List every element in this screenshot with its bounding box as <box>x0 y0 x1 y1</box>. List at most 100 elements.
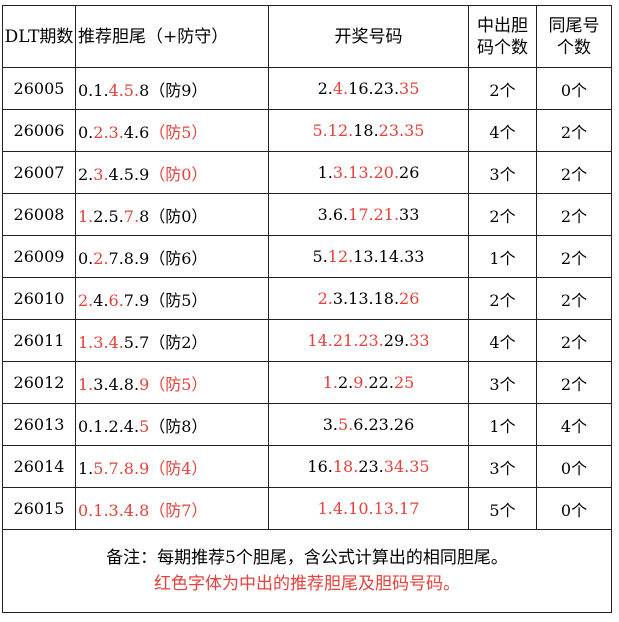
cell: 26008 <box>2 193 76 236</box>
cell: 26015 <box>2 487 76 530</box>
cell: 0.1.4.5.8（防9） <box>75 67 269 110</box>
cell: 1.4.10.13.17 <box>268 487 469 530</box>
text-segment: 0.1.2.4. <box>78 416 140 436</box>
cell: 26005 <box>2 67 76 110</box>
text-segment: 0. <box>78 248 94 268</box>
data-row: 26007 2.3.4.5.9（防0） 1.3.13.20.26 3个 2个 <box>2 151 612 194</box>
cell: 2个 <box>468 67 537 110</box>
text-segment: 5.7.8.9（防4） <box>93 458 208 478</box>
note-line: 红色字体为中出的推荐胆尾及胆码号码。 <box>154 574 460 594</box>
text-segment: 0. <box>78 122 94 142</box>
text-segment: 2. <box>337 373 354 392</box>
cell: 2个 <box>536 151 612 194</box>
cell: 3个 <box>468 151 537 194</box>
header-cell: 开奖号码 <box>268 5 469 68</box>
note-line: 备注：每期推荐5个胆尾，含公式计算出的相同胆尾。 <box>106 548 508 568</box>
cell: 1.2.5.7.8（防0） <box>75 193 269 236</box>
text-segment: 2. <box>317 79 333 98</box>
cell: 1个 <box>468 235 537 278</box>
text-segment: 4.5. <box>108 80 140 100</box>
text-segment: （防8） <box>149 416 208 436</box>
text-segment: 3. <box>93 164 109 184</box>
cell: 0个 <box>536 487 612 530</box>
text-segment: 2. <box>93 248 109 268</box>
cell: 5.12.18.23.35 <box>268 109 469 152</box>
text-segment: 0.1.3.4.8（防7） <box>78 500 208 520</box>
text-segment: 9. <box>353 373 369 392</box>
text-segment: 8（防0） <box>139 206 208 226</box>
cell: 1个 <box>468 403 537 446</box>
cell: 0.1.2.4.5（防8） <box>75 403 269 446</box>
cell: 0.2.7.8.9（防6） <box>75 235 269 278</box>
cell: 0个 <box>536 445 612 488</box>
cell: 26012 <box>2 361 76 404</box>
text-segment: 5. <box>337 415 354 434</box>
text-segment: 4. <box>93 290 109 310</box>
cell: 3.5.6.23.26 <box>268 403 469 446</box>
text-segment: 2. <box>78 164 94 184</box>
text-segment: 23. <box>358 457 384 476</box>
data-row: 26011 1.3.4.5.7（防2） 14.21.23.29.33 4个 2个 <box>2 319 612 362</box>
data-row: 26013 0.1.2.4.5（防8） 3.5.6.23.26 1个 4个 <box>2 403 612 446</box>
header-cell: 同尾号个数 <box>536 5 612 68</box>
cell: 14.21.23.29.33 <box>268 319 469 362</box>
cell: 3个 <box>468 445 537 488</box>
text-segment: 1. <box>78 458 94 478</box>
cell: 0个 <box>536 67 612 110</box>
text-segment: 17.21. <box>348 205 400 224</box>
text-segment: 18. <box>332 457 359 476</box>
cell: 3.6.17.21.33 <box>268 193 469 236</box>
cell: 1.5.7.8.9（防4） <box>75 445 269 488</box>
cell: 2个 <box>468 193 537 236</box>
cell: 0.2.3.4.6（防5） <box>75 109 269 152</box>
text-segment: 3.6. <box>317 205 349 224</box>
data-row: 26010 2.4.6.7.9（防5） 2.3.13.18.26 2个 2个 <box>2 277 612 320</box>
text-segment: 16.23. <box>348 79 400 98</box>
text-segment: 26 <box>399 289 420 308</box>
cell: 2个 <box>536 193 612 236</box>
data-row: 26006 0.2.3.4.6（防5） 5.12.18.23.35 4个 2个 <box>2 109 612 152</box>
text-segment: 1.4.10.13.17 <box>317 499 420 518</box>
text-segment: 1. <box>322 373 338 392</box>
data-row: 26015 0.1.3.4.8（防7） 1.4.10.13.17 5个 0个 <box>2 487 612 530</box>
text-segment: 34.35 <box>383 457 430 476</box>
data-row: 26008 1.2.5.7.8（防0） 3.6.17.21.33 2个 2个 <box>2 193 612 236</box>
table-body: DLT期数 推荐胆尾（+防守） 开奖号码 中出胆码个数 同尾号个数 26005 0.1.4.… <box>2 5 612 613</box>
text-segment: 2.5. <box>93 206 124 226</box>
cell: 26010 <box>2 277 76 320</box>
header-row: DLT期数 推荐胆尾（+防守） 开奖号码 中出胆码个数 同尾号个数 <box>2 5 612 68</box>
cell: 2个 <box>468 277 537 320</box>
cell: 2个 <box>536 109 612 152</box>
text-segment: 1.3.4. <box>78 332 124 352</box>
text-segment: （防5） <box>149 122 208 142</box>
text-segment: 16. <box>307 457 333 476</box>
cell: 2个 <box>536 235 612 278</box>
text-segment: （防0） <box>149 164 208 184</box>
text-segment: 5. <box>312 247 328 266</box>
text-segment: 7. <box>123 206 140 226</box>
text-segment: 13.14.33 <box>353 247 425 266</box>
text-segment: 6.23.26 <box>353 415 415 434</box>
text-segment: 5 <box>139 416 150 436</box>
text-segment: 4. <box>332 79 349 98</box>
text-segment: 2.3. <box>93 122 124 142</box>
data-row: 26014 1.5.7.8.9（防4） 16.18.23.34.35 3个 0个 <box>2 445 612 488</box>
text-segment: 33 <box>399 205 420 224</box>
cell: 1.3.4.8.9（防5） <box>75 361 269 404</box>
text-segment: 7.8.9（防6） <box>108 248 208 268</box>
cell: 4个 <box>468 109 537 152</box>
cell: 0.1.3.4.8（防7） <box>75 487 269 530</box>
cell: 1.2.9.22.25 <box>268 361 469 404</box>
text-segment: 26 <box>399 163 420 182</box>
text-segment: 4.6 <box>123 122 150 142</box>
text-segment: 7.9（防5） <box>123 290 208 310</box>
cell: 26009 <box>2 235 76 278</box>
text-segment: 3.13.20. <box>332 163 400 182</box>
text-segment: 23.35 <box>378 121 425 140</box>
text-segment: 3. <box>322 415 338 434</box>
cell: 2个 <box>536 361 612 404</box>
text-segment: 2. <box>317 289 333 308</box>
cell: 26006 <box>2 109 76 152</box>
text-segment: 25 <box>393 373 415 392</box>
